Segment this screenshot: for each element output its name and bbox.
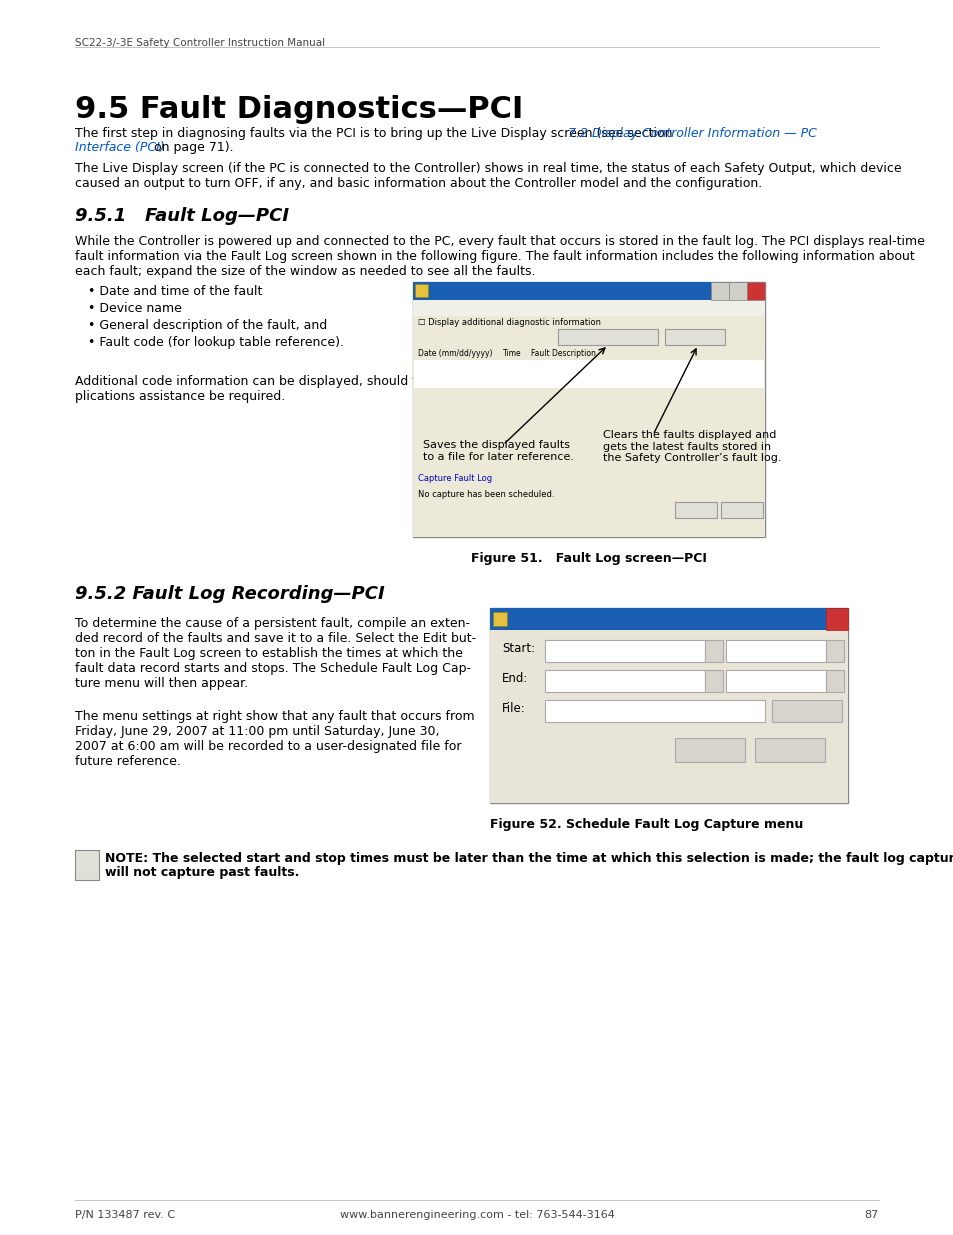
Text: G501 Input Fault <Check Terminal b> - Code 2.0: G501 Input Fault <Check Terminal b> - Co… [531, 374, 700, 380]
Text: Save Fault Log History: Save Fault Log History [565, 330, 650, 338]
FancyBboxPatch shape [725, 671, 825, 692]
Text: 10/01/2007: 10/01/2007 [417, 362, 458, 368]
Text: Saturday ,   June   30, 2007: Saturday , June 30, 2007 [550, 671, 691, 680]
FancyBboxPatch shape [413, 316, 764, 537]
Text: 9.5 Fault Diagnostics—PCI: 9.5 Fault Diagnostics—PCI [75, 95, 523, 124]
FancyBboxPatch shape [725, 640, 825, 662]
Text: Refresh: Refresh [679, 330, 709, 338]
Text: Date (mm/dd/yyyy): Date (mm/dd/yyyy) [417, 350, 492, 358]
Text: To determine the cause of a persistent fault, compile an exten-
ded record of th: To determine the cause of a persistent f… [75, 618, 476, 690]
Text: • General description of the fault, and: • General description of the fault, and [88, 319, 327, 332]
Text: The menu settings at right show that any fault that occurs from
Friday, June 29,: The menu settings at right show that any… [75, 710, 475, 768]
Text: File: File [418, 301, 434, 310]
FancyBboxPatch shape [754, 739, 824, 762]
Text: Interface (PCI): Interface (PCI) [75, 141, 165, 154]
Text: on page 71).: on page 71). [150, 141, 233, 154]
Text: Fault Description: Fault Description [531, 350, 596, 358]
Text: No capture has been scheduled.: No capture has been scheduled. [417, 490, 554, 499]
Text: Help: Help [489, 301, 509, 310]
Text: SC22-3/-3E Safety Controller Instruction Manual: SC22-3/-3E Safety Controller Instruction… [75, 38, 325, 48]
Text: ▼: ▼ [832, 650, 836, 655]
Text: P/N 133487 rev. C: P/N 133487 rev. C [75, 1210, 175, 1220]
Text: • Device name: • Device name [88, 303, 182, 315]
FancyBboxPatch shape [710, 282, 728, 300]
Text: 11:00:00 PM: 11:00:00 PM [730, 641, 795, 651]
FancyBboxPatch shape [414, 359, 763, 388]
Text: will not capture past faults.: will not capture past faults. [105, 866, 299, 879]
Text: The Live Display screen (if the PC is connected to the Controller) shows in real: The Live Display screen (if the PC is co… [75, 162, 901, 190]
Text: Start:: Start: [501, 642, 535, 655]
Text: ▼: ▼ [711, 642, 716, 648]
Text: View: View [454, 301, 475, 310]
Text: The first step in diagnosing faults via the PCI is to bring up the Live Display : The first step in diagnosing faults via … [75, 127, 676, 140]
Text: ▲: ▲ [832, 672, 836, 677]
FancyBboxPatch shape [720, 501, 762, 517]
FancyBboxPatch shape [415, 284, 428, 296]
Text: X: X [832, 611, 841, 621]
Text: Additional code information can be displayed, should factory ap-
plications assi: Additional code information can be displ… [75, 375, 480, 403]
Text: 09:38: 09:38 [502, 362, 523, 368]
FancyBboxPatch shape [675, 501, 717, 517]
Text: Capture Fault Log: Capture Fault Log [417, 474, 492, 483]
FancyBboxPatch shape [825, 671, 843, 692]
Text: 9.5.1   Fault Log—PCI: 9.5.1 Fault Log—PCI [75, 207, 289, 225]
Text: ▼: ▼ [711, 672, 716, 678]
Text: ▼: ▼ [832, 680, 836, 685]
Text: • Fault code (for lookup table reference).: • Fault code (for lookup table reference… [88, 336, 344, 350]
Text: Time: Time [502, 350, 521, 358]
FancyBboxPatch shape [825, 608, 847, 630]
Text: ☐ Display additional diagnostic information: ☐ Display additional diagnostic informat… [417, 317, 600, 327]
FancyBboxPatch shape [75, 850, 99, 881]
Text: Figure 51.   Fault Log screen—PCI: Figure 51. Fault Log screen—PCI [471, 552, 706, 564]
Text: Edit: Edit [687, 503, 703, 513]
Text: Clears the faults displayed and
gets the latest faults stored in
the Safety Cont: Clears the faults displayed and gets the… [602, 430, 781, 463]
FancyBboxPatch shape [544, 700, 764, 722]
FancyBboxPatch shape [490, 608, 847, 630]
Text: X: X [752, 284, 758, 293]
Text: ▲: ▲ [832, 642, 836, 647]
Text: End:: End: [501, 672, 528, 685]
Text: Browse...: Browse... [782, 701, 830, 711]
Text: 7.2 Display Controller Information — PC: 7.2 Display Controller Information — PC [567, 127, 816, 140]
Text: Stop: Stop [732, 503, 751, 513]
FancyBboxPatch shape [493, 613, 506, 626]
Text: □: □ [733, 284, 741, 293]
Text: Friday   ,   June   29, 2007: Friday , June 29, 2007 [550, 641, 682, 651]
FancyBboxPatch shape [544, 640, 704, 662]
Text: 10/01/2007: 10/01/2007 [417, 374, 458, 380]
FancyBboxPatch shape [413, 300, 764, 316]
Text: NOTE: The selected start and stop times must be later than the time at which thi: NOTE: The selected start and stop times … [105, 852, 953, 864]
FancyBboxPatch shape [544, 671, 704, 692]
Text: File:: File: [501, 701, 525, 715]
Text: • Date and time of the fault: • Date and time of the fault [88, 285, 262, 298]
FancyBboxPatch shape [664, 329, 724, 345]
FancyBboxPatch shape [728, 282, 746, 300]
FancyBboxPatch shape [704, 640, 722, 662]
Text: Saves the displayed faults
to a file for later reference.: Saves the displayed faults to a file for… [422, 440, 574, 462]
Text: 09:38: 09:38 [502, 374, 523, 380]
Text: 9.5.2 Fault Log Recording—PCI: 9.5.2 Fault Log Recording—PCI [75, 585, 384, 603]
FancyBboxPatch shape [771, 700, 841, 722]
Text: 87: 87 [863, 1210, 878, 1220]
FancyBboxPatch shape [413, 282, 764, 300]
Text: Fault Log: Fault Log [431, 284, 485, 294]
Text: www.bannerengineering.com - tel: 763-544-3164: www.bannerengineering.com - tel: 763-544… [339, 1210, 614, 1220]
FancyBboxPatch shape [746, 282, 764, 300]
Text: Cancel: Cancel [769, 739, 809, 752]
FancyBboxPatch shape [558, 329, 658, 345]
FancyBboxPatch shape [490, 630, 847, 803]
Text: Figure 52. Schedule Fault Log Capture menu: Figure 52. Schedule Fault Log Capture me… [490, 818, 802, 831]
Text: _: _ [717, 284, 721, 293]
Text: E501 Concurrency Fault <Cycle Input> - Code 2.1: E501 Concurrency Fault <Cycle Input> - C… [531, 362, 705, 368]
Text: OK: OK [700, 739, 718, 752]
FancyBboxPatch shape [704, 671, 722, 692]
Text: While the Controller is powered up and connected to the PC, every fault that occ: While the Controller is powered up and c… [75, 235, 923, 278]
Text: 6:00:00 AM: 6:00:00 AM [730, 671, 789, 680]
FancyBboxPatch shape [490, 608, 847, 803]
FancyBboxPatch shape [675, 739, 744, 762]
Text: Schedule Fault Log Capture: Schedule Fault Log Capture [510, 611, 681, 621]
FancyBboxPatch shape [825, 640, 843, 662]
FancyBboxPatch shape [413, 282, 764, 537]
